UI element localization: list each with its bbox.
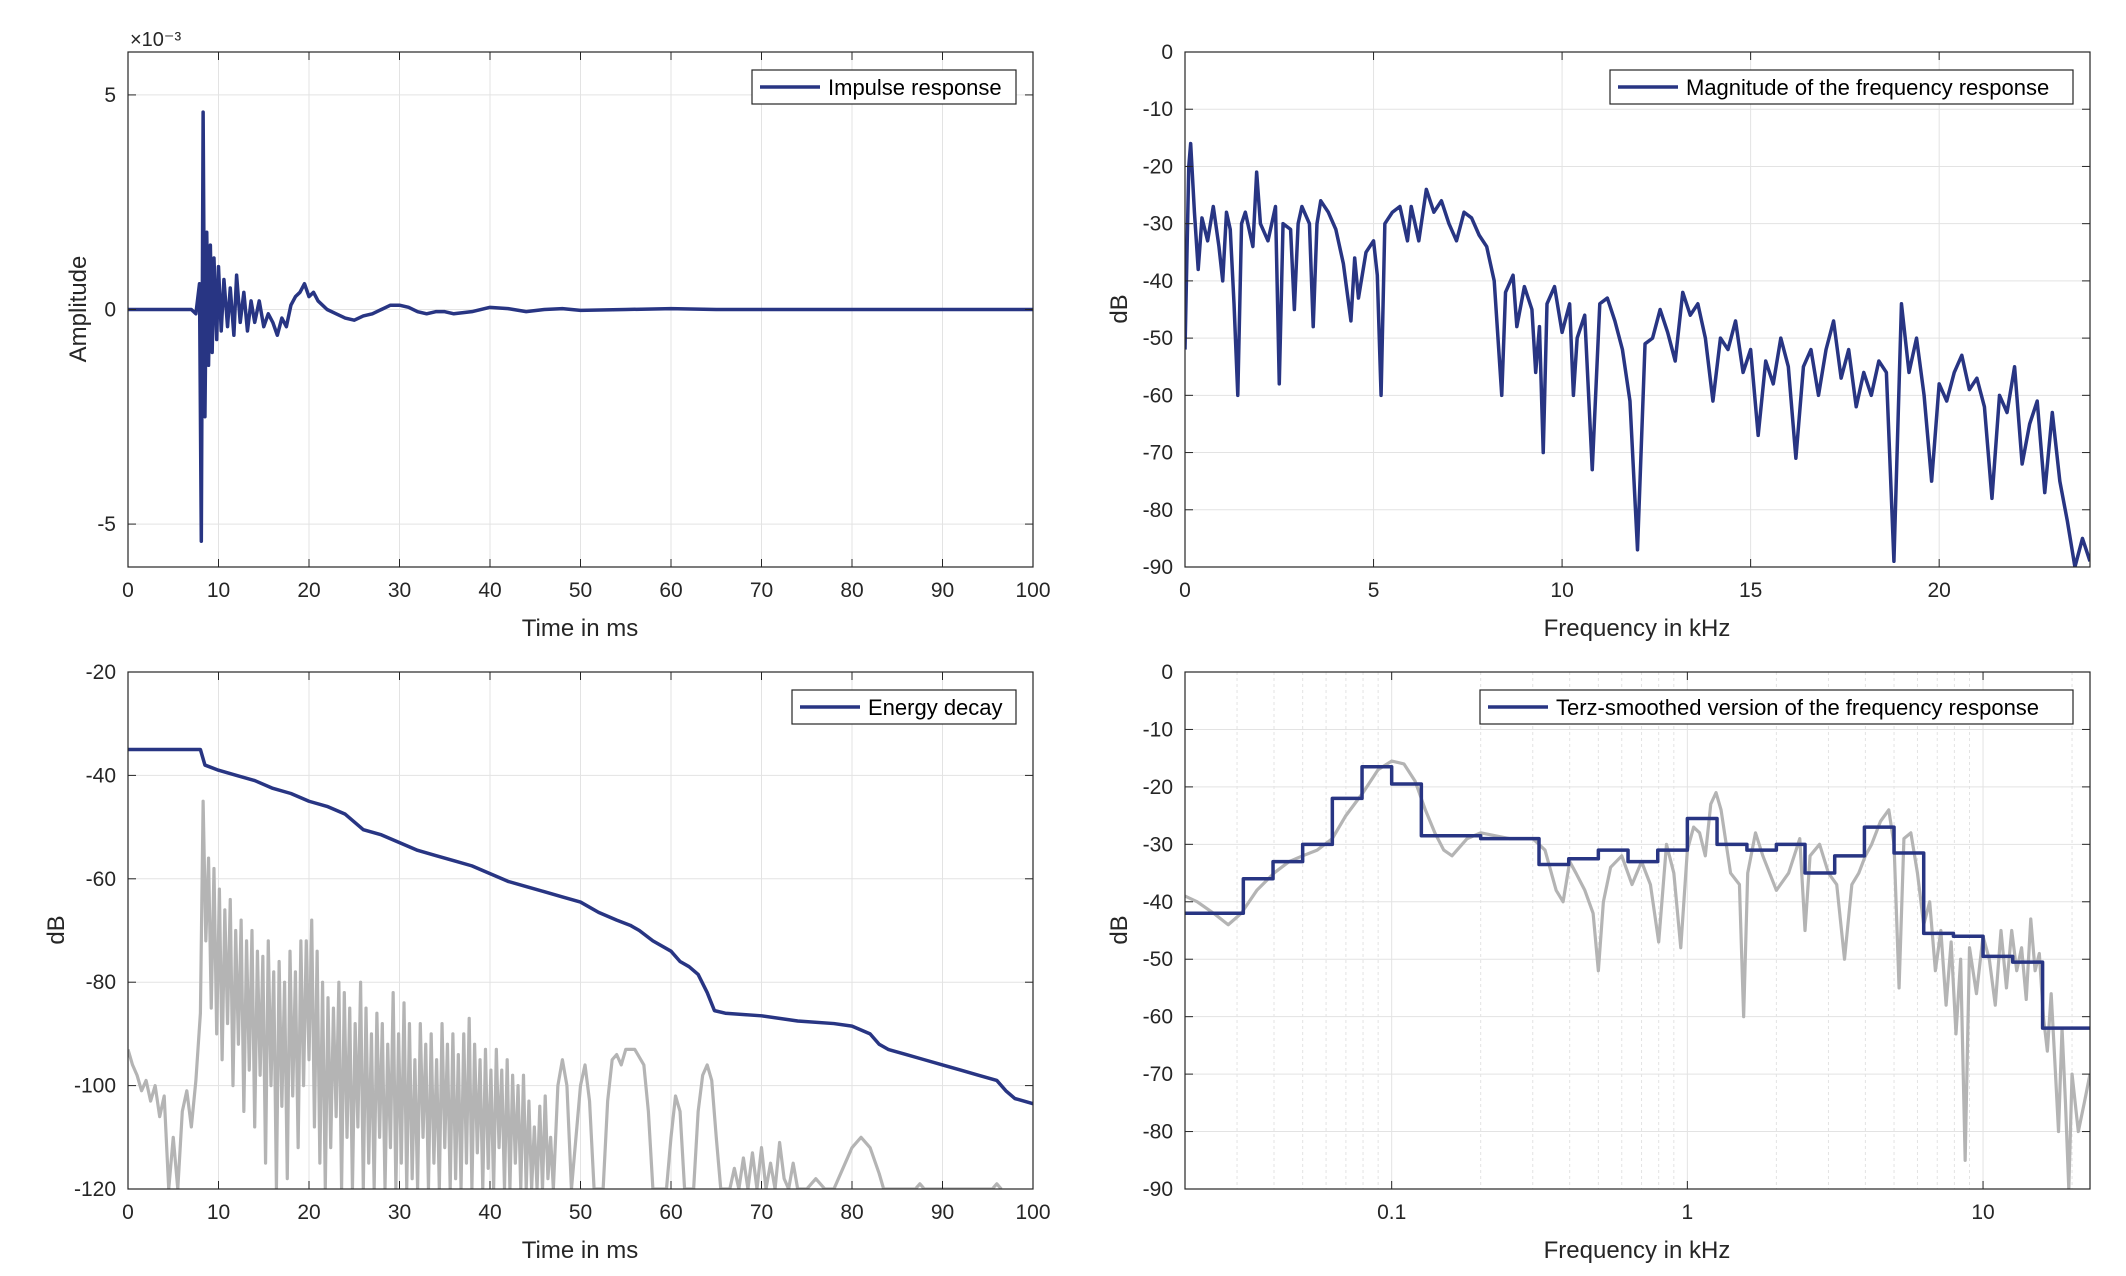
- y-tick-label: -10: [1143, 718, 1173, 741]
- axes-box: [1184, 51, 2091, 568]
- x-axis-label: Frequency in kHz: [1544, 1237, 1731, 1264]
- x-tick-label: 80: [840, 579, 863, 602]
- x-axis-label: Frequency in kHz: [1544, 615, 1731, 642]
- y-tick-label: -60: [1143, 384, 1173, 407]
- x-tick-label: 70: [750, 1201, 773, 1224]
- x-tick-label: 20: [1927, 579, 1950, 602]
- legend-label-energy-decay: Energy decay: [868, 695, 1003, 720]
- legend: Magnitude of the frequency response: [1609, 69, 2074, 105]
- y-tick-label: -20: [1143, 155, 1173, 178]
- y-tick-label: -80: [86, 971, 116, 994]
- plot-lines: [128, 110, 1033, 543]
- panel-energy-decay: 0 10 20 30 40 50 60 70 80 90 100 -20 -40 -60 -80 -100 -1…: [43, 661, 1051, 1264]
- grid: [1185, 671, 2090, 1190]
- y-tick-label: -40: [1143, 270, 1173, 293]
- x-axis-label: Time in ms: [522, 1237, 638, 1264]
- x-tick-label: 40: [478, 579, 501, 602]
- series-impulse-main-line: [128, 110, 1033, 543]
- x-tick-label: 60: [659, 1201, 682, 1224]
- y-tick-label: -90: [1143, 556, 1173, 579]
- y-tick-label: -90: [1143, 1178, 1173, 1201]
- tick-labels: 0 10 20 30 40 50 60 70 80 90 100 -5 0 5: [97, 52, 1051, 602]
- x-tick-label: 30: [388, 1201, 411, 1224]
- y-tick-label: 5: [104, 84, 116, 107]
- x-tick-label: 10: [207, 1201, 230, 1224]
- y-tick-label: -50: [1143, 327, 1173, 350]
- y-tick-label: -70: [1143, 1063, 1173, 1086]
- legend: Impulse response: [751, 69, 1017, 105]
- y-tick-label: -5: [97, 513, 116, 536]
- legend-label-terz-smoothed: Terz-smoothed version of the frequency r…: [1556, 695, 2039, 720]
- grid: [1184, 51, 2090, 568]
- y-axis-label: dB: [43, 915, 70, 944]
- plot-lines: [1185, 759, 2090, 1189]
- x-tick-label: 60: [659, 579, 682, 602]
- y-tick-label: -80: [1143, 499, 1173, 522]
- y-tick-label: -50: [1143, 948, 1173, 971]
- y-tick-label: -20: [1143, 776, 1173, 799]
- x-tick-label: 70: [750, 579, 773, 602]
- y-axis-label: dB: [1106, 915, 1133, 944]
- x-tick-label: 50: [569, 1201, 592, 1224]
- x-tick-label: 20: [297, 1201, 320, 1224]
- panel-impulse-response: 0 10 20 30 40 50 60 70 80 90 100 -5 0 5 Time in ms Am…: [65, 29, 1051, 642]
- plot-lines: [1185, 141, 2090, 567]
- y-exponent-label: ×10⁻³: [130, 29, 181, 51]
- y-tick-label: 0: [1161, 41, 1173, 64]
- tick-labels: 0 10 20 30 40 50 60 70 80 90 100 -20 -40 -60 -80 -100 -1…: [74, 661, 1051, 1224]
- y-tick-label: 0: [104, 299, 116, 322]
- x-tick-label: 30: [388, 579, 411, 602]
- y-tick-label: -20: [86, 661, 116, 684]
- x-tick-label: 0.1: [1377, 1201, 1406, 1224]
- y-tick-label: -10: [1143, 98, 1173, 121]
- y-tick-label: -60: [86, 868, 116, 891]
- x-tick-label: 10: [1550, 579, 1573, 602]
- series-energy-raw-line: [128, 799, 1003, 1189]
- x-tick-label: 50: [569, 579, 592, 602]
- x-tick-label: 0: [1179, 579, 1191, 602]
- x-tick-label: 40: [478, 1201, 501, 1224]
- x-tick-label: 0: [122, 579, 134, 602]
- x-tick-label: 20: [297, 579, 320, 602]
- y-tick-label: -30: [1143, 833, 1173, 856]
- legend-label-magnitude: Magnitude of the frequency response: [1686, 75, 2049, 100]
- panel-frequency-magnitude: 0 5 10 15 20 0 -10 -20 -30 -40 -50 -60 -70 -80 -90 Fre…: [1106, 41, 2091, 642]
- y-tick-label: -40: [86, 764, 116, 787]
- tick-labels: 0.1 1 10 0 -10 -20 -30 -40 -50 -60 -70 -80 -90: [1143, 661, 2090, 1224]
- x-axis-label: Time in ms: [522, 615, 638, 642]
- series-terz-raw-line: [1185, 759, 2090, 1189]
- tick-labels: 0 5 10 15 20 0 -10 -20 -30 -40 -50 -60 -70 -80 -90: [1143, 41, 2090, 602]
- legend-label-impulse-response: Impulse response: [828, 75, 1002, 100]
- y-tick-label: -30: [1143, 213, 1173, 236]
- x-tick-label: 10: [1971, 1201, 1994, 1224]
- y-tick-label: -80: [1143, 1121, 1173, 1144]
- panel-terz-smoothed: 0.1 1 10 0 -10 -20 -30 -40 -50 -60 -70 -80 -90 Frequ…: [1106, 661, 2091, 1264]
- x-tick-label: 5: [1368, 579, 1380, 602]
- x-tick-label: 100: [1015, 1201, 1050, 1224]
- y-tick-label: -40: [1143, 891, 1173, 914]
- x-tick-label: 0: [122, 1201, 134, 1224]
- series-magnitude-main-line: [1185, 141, 2090, 567]
- x-tick-label: 1: [1682, 1201, 1694, 1224]
- x-tick-label: 100: [1015, 579, 1050, 602]
- series-terz-main-line: [1185, 765, 2090, 1030]
- y-tick-label: -70: [1143, 442, 1173, 465]
- x-tick-label: 15: [1739, 579, 1762, 602]
- series-energy-main-line: [128, 747, 1033, 1106]
- legend: Energy decay: [791, 689, 1017, 725]
- y-tick-label: -60: [1143, 1006, 1173, 1029]
- x-tick-label: 80: [840, 1201, 863, 1224]
- axes-box: [1184, 671, 2091, 1190]
- y-tick-label: -120: [74, 1178, 116, 1201]
- y-tick-label: 0: [1161, 661, 1173, 684]
- plot-lines: [128, 747, 1033, 1189]
- legend: Terz-smoothed version of the frequency r…: [1479, 689, 2074, 725]
- x-tick-label: 90: [931, 579, 954, 602]
- y-axis-label: dB: [1106, 294, 1133, 323]
- y-axis-label: Amplitude: [65, 256, 92, 363]
- y-tick-label: -100: [74, 1075, 116, 1098]
- x-tick-label: 10: [207, 579, 230, 602]
- x-tick-label: 90: [931, 1201, 954, 1224]
